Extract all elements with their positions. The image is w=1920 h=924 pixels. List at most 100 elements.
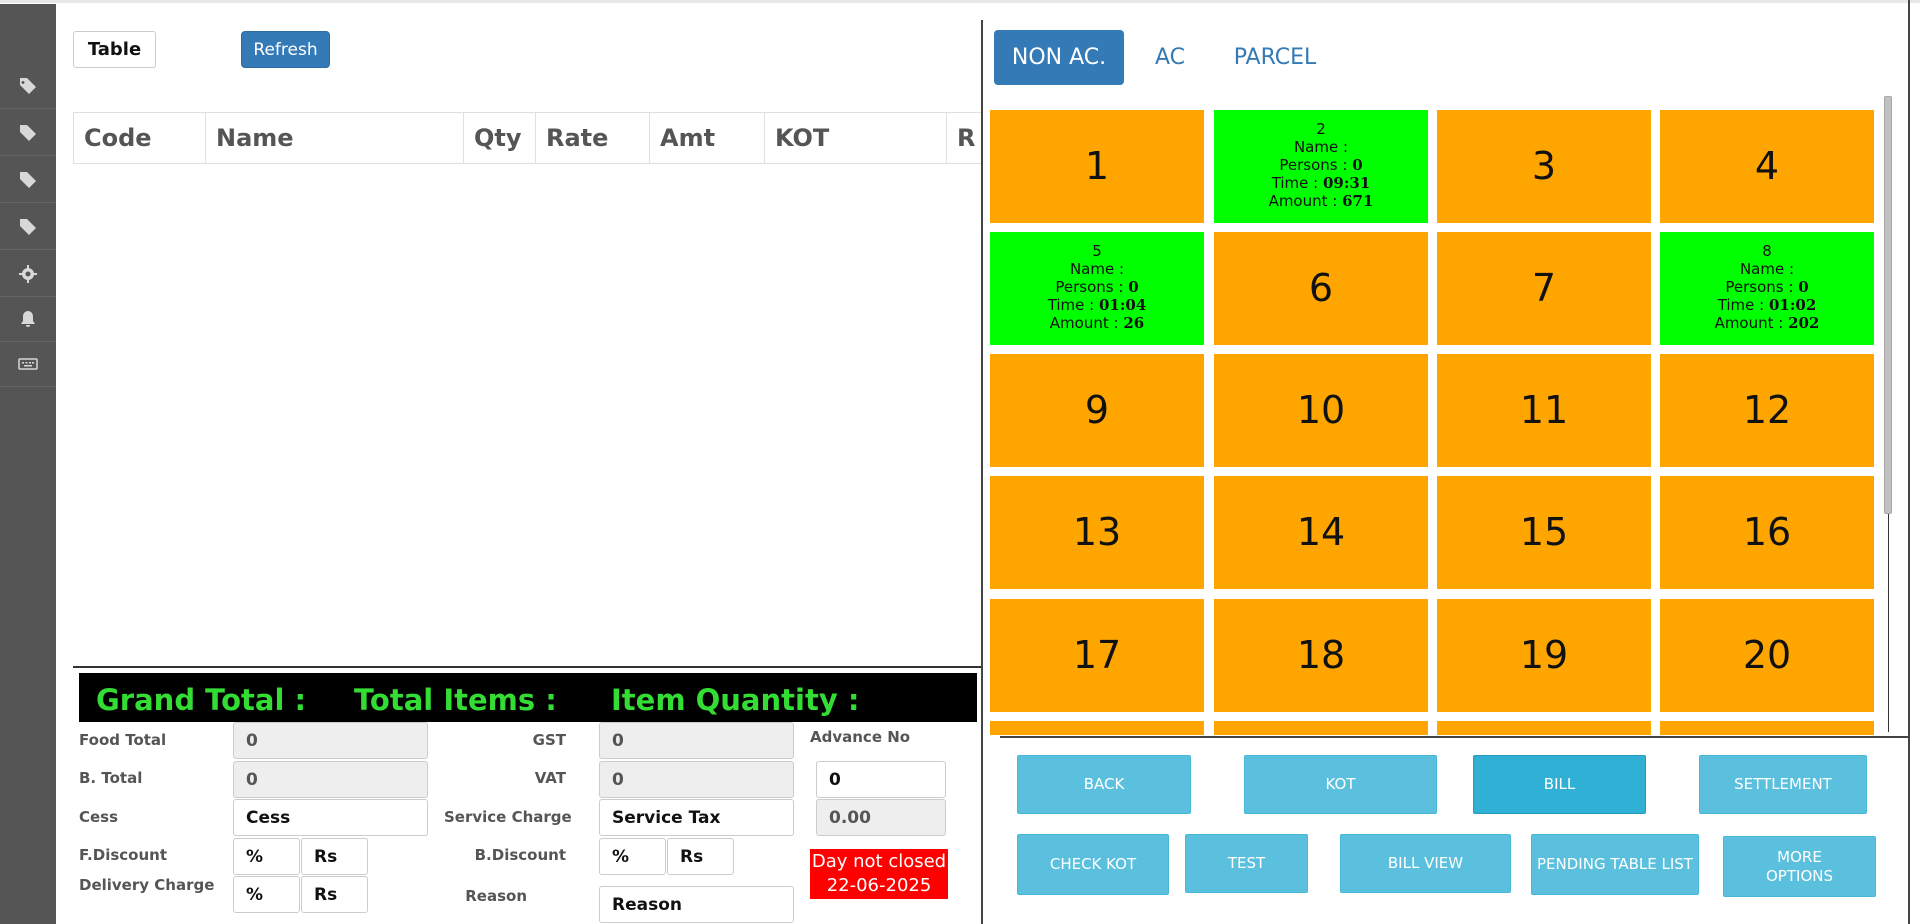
top-border	[0, 0, 1920, 3]
advance-amount-field[interactable]: 0.00	[816, 799, 946, 836]
vat-field[interactable]: 0	[599, 761, 794, 798]
table-tile-14[interactable]: 14	[1214, 476, 1428, 589]
table-tile-15[interactable]: 15	[1437, 476, 1651, 589]
grid-scrollbar-track[interactable]	[1888, 514, 1889, 732]
settlement-button[interactable]: SETTLEMENT	[1699, 755, 1867, 814]
table-tile-20[interactable]: 20	[1660, 599, 1874, 712]
table-tile-2[interactable]: 2 Name : Persons : 0 Time : 09:31 Amount : …	[1214, 110, 1428, 223]
table-tile-18[interactable]: 18	[1214, 599, 1428, 712]
grand-total-label: Grand Total :	[96, 683, 307, 717]
grid-scrollbar-thumb[interactable]	[1884, 96, 1892, 514]
table-tile-empty-23[interactable]	[1660, 721, 1874, 735]
b-discount-rs-input[interactable]: Rs	[667, 838, 734, 875]
sidebar-keyboard-icon[interactable]	[0, 341, 56, 387]
test-button[interactable]: TEST	[1185, 834, 1308, 893]
sidebar-gear-icon[interactable]	[0, 251, 56, 297]
table-tile-7[interactable]: 7	[1437, 232, 1651, 345]
day-status-text: Day not closed	[811, 851, 947, 872]
table-tile-line: Time : 01:04	[990, 296, 1204, 314]
pending-table-list-button[interactable]: PENDING TABLE LIST	[1531, 834, 1699, 895]
sidebar-bell-icon[interactable]	[0, 296, 56, 342]
f-discount-percent-input[interactable]: %	[233, 838, 300, 875]
b-discount-percent-input[interactable]: %	[599, 838, 666, 875]
table-tile-line-label: Name :	[1293, 138, 1349, 156]
cess-label: Cess	[79, 808, 119, 826]
right-border	[1908, 0, 1910, 924]
table-number: 11	[1519, 388, 1569, 432]
table-tile-5[interactable]: 5 Name : Persons : 0 Time : 01:04 Amount : …	[990, 232, 1204, 345]
table-tile-line-label: Persons :	[1055, 278, 1124, 296]
table-tile-empty-20[interactable]	[990, 721, 1204, 735]
table-tile-10[interactable]: 10	[1214, 354, 1428, 467]
grid-bottom-divider	[1000, 736, 1908, 738]
panel-divider	[981, 20, 983, 924]
bill-button[interactable]: BILL	[1473, 755, 1646, 814]
tab-ac[interactable]: AC	[1154, 45, 1186, 70]
table-tile-line: Amount : 202	[1660, 314, 1874, 332]
table-tile-line-value: 671	[1342, 192, 1374, 210]
kot-button[interactable]: KOT	[1244, 755, 1437, 814]
table-tile-8[interactable]: 8 Name : Persons : 0 Time : 01:02 Amount : …	[1660, 232, 1874, 345]
table-button[interactable]: Table	[73, 31, 156, 68]
food-total-field[interactable]: 0	[233, 722, 428, 759]
table-tile-line: Name :	[1660, 260, 1874, 278]
table-tile-17[interactable]: 17	[990, 599, 1204, 712]
reason-input[interactable]: Reason	[599, 886, 794, 923]
f-discount-rs-input[interactable]: Rs	[301, 838, 368, 875]
items-table-body[interactable]	[73, 164, 981, 664]
tab-parcel[interactable]: PARCEL	[1233, 45, 1317, 70]
tag-icon	[20, 124, 36, 141]
table-tile-details: 5 Name : Persons : 0 Time : 01:04 Amount : …	[990, 232, 1204, 332]
sidebar-tag-icon-1[interactable]	[0, 63, 56, 109]
delivery-rs-input[interactable]: Rs	[301, 876, 368, 913]
table-tile-line-value: 202	[1788, 314, 1820, 332]
sidebar-tag-icon-4[interactable]	[0, 204, 56, 250]
sidebar-tag-icon-3[interactable]	[0, 157, 56, 203]
table-tile-11[interactable]: 11	[1437, 354, 1651, 467]
table-number: 1	[1084, 144, 1110, 188]
b-total-label: B. Total	[79, 769, 143, 787]
table-tile-12[interactable]: 12	[1660, 354, 1874, 467]
column-code: Code	[73, 113, 205, 163]
table-tile-6[interactable]: 6	[1214, 232, 1428, 345]
table-tile-19[interactable]: 19	[1437, 599, 1651, 712]
delivery-charge-label: Delivery Charge	[79, 876, 215, 894]
table-tile-line: Time : 01:02	[1660, 296, 1874, 314]
more-options-button[interactable]: MORE OPTIONS	[1723, 836, 1876, 897]
b-total-field[interactable]: 0	[233, 761, 428, 798]
table-grid: 1 2 Name : Persons : 0 Time : 09:31 Amount :…	[990, 110, 1880, 735]
item-quantity-label: Item Quantity :	[611, 683, 860, 717]
bill-view-button[interactable]: BILL VIEW	[1340, 834, 1511, 893]
advance-no-input[interactable]: 0	[816, 761, 946, 798]
tag-icon	[20, 171, 36, 188]
column-name: Name	[205, 113, 463, 163]
total-items-label: Total Items :	[354, 683, 557, 717]
gst-field[interactable]: 0	[599, 722, 794, 759]
table-tile-empty-22[interactable]	[1437, 721, 1651, 735]
table-tile-line: 5	[990, 242, 1204, 260]
cess-input[interactable]: Cess	[233, 799, 428, 836]
table-tile-4[interactable]: 4	[1660, 110, 1874, 223]
table-number: 6	[1308, 266, 1334, 310]
table-number: 19	[1519, 633, 1569, 677]
refresh-button[interactable]: Refresh	[241, 31, 330, 68]
reason-label: Reason	[465, 887, 527, 905]
table-tile-line-label: Persons :	[1725, 278, 1794, 296]
table-tile-13[interactable]: 13	[990, 476, 1204, 589]
table-tile-details: 2 Name : Persons : 0 Time : 09:31 Amount : …	[1214, 110, 1428, 210]
table-number: 16	[1742, 510, 1792, 554]
table-tile-1[interactable]: 1	[990, 110, 1204, 223]
table-tile-empty-21[interactable]	[1214, 721, 1428, 735]
delivery-percent-input[interactable]: %	[233, 876, 300, 913]
service-charge-label: Service Charge	[444, 808, 572, 826]
service-tax-input[interactable]: Service Tax	[599, 799, 794, 836]
table-tile-16[interactable]: 16	[1660, 476, 1874, 589]
back-button[interactable]: BACK	[1017, 755, 1191, 814]
table-tile-line: Name :	[990, 260, 1204, 278]
table-tile-9[interactable]: 9	[990, 354, 1204, 467]
sidebar-tag-icon-2[interactable]	[0, 110, 56, 156]
tab-non-ac[interactable]: NON AC.	[994, 30, 1124, 85]
check-kot-button[interactable]: CHECK KOT	[1017, 834, 1169, 895]
table-tile-3[interactable]: 3	[1437, 110, 1651, 223]
